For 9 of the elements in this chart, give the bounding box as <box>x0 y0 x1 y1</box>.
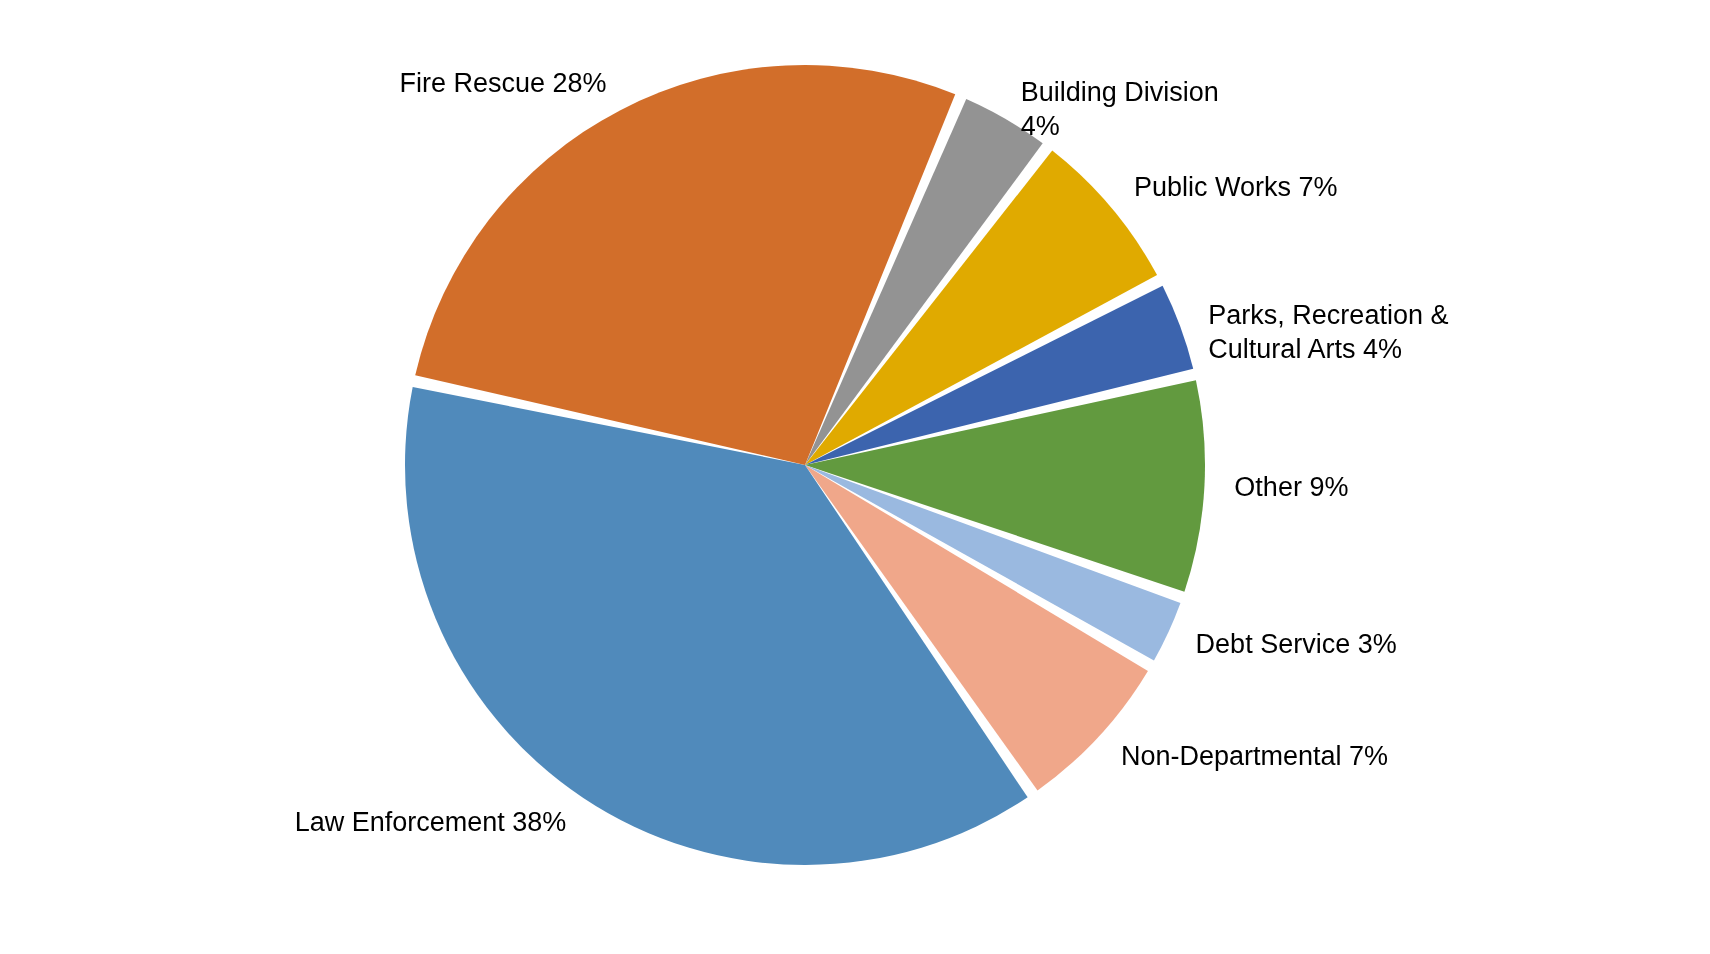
slice-label: Public Works 7% <box>1134 172 1338 203</box>
slice-label: Other 9% <box>1234 472 1349 503</box>
slice-label: Parks, Recreation & Cultural Arts 4% <box>1208 299 1449 364</box>
slice-label: Law Enforcement 38% <box>294 806 567 837</box>
slice-label: Building Division <box>1020 77 1219 108</box>
data-label: 4% <box>1020 111 1060 142</box>
slice-label: Non-Departmental 7% <box>1120 740 1389 771</box>
slice-label: Fire Rescue 28% <box>399 67 607 98</box>
slice-label: Debt Service 3% <box>1195 628 1397 659</box>
